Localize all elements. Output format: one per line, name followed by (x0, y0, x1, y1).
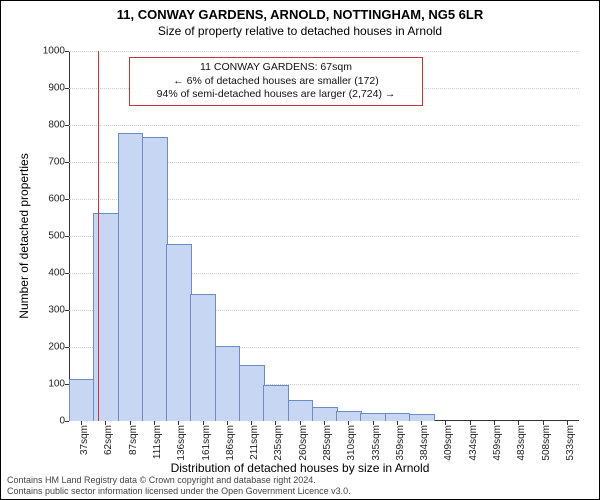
y-tick-mark (65, 421, 69, 422)
histogram-bar (215, 346, 241, 421)
x-tick-label: 533sqm (565, 425, 576, 461)
x-tick-label: 87sqm (128, 425, 139, 455)
x-tick-mark (81, 421, 82, 425)
annotation-box: 11 CONWAY GARDENS: 67sqm← 6% of detached… (129, 57, 423, 106)
histogram-bar (263, 385, 289, 421)
x-tick-mark (445, 421, 446, 425)
y-tick-mark (65, 273, 69, 274)
x-tick-label: 37sqm (79, 425, 90, 455)
x-tick-mark (543, 421, 544, 425)
x-tick-mark (518, 421, 519, 425)
title-line2: Size of property relative to detached ho… (1, 24, 599, 38)
annotation-line: 94% of semi-detached houses are larger (… (136, 88, 416, 102)
x-axis-label: Distribution of detached houses by size … (1, 461, 599, 475)
x-tick-label: 310sqm (346, 425, 357, 461)
histogram-bar (360, 413, 386, 421)
histogram-bar (312, 407, 338, 421)
x-tick-mark (470, 421, 471, 425)
y-axis-label: Number of detached properties (17, 153, 31, 318)
histogram-bar (142, 137, 168, 421)
property-marker-line (98, 51, 99, 421)
x-tick-mark (421, 421, 422, 425)
x-tick-label: 384sqm (419, 425, 430, 461)
x-tick-label: 409sqm (443, 425, 454, 461)
x-tick-mark (373, 421, 374, 425)
y-tick-label: 500 (48, 231, 65, 242)
histogram-bar (190, 294, 216, 421)
x-tick-label: 359sqm (395, 425, 406, 461)
x-tick-label: 235sqm (273, 425, 284, 461)
x-tick-label: 136sqm (176, 425, 187, 461)
y-tick-mark (65, 236, 69, 237)
y-tick-label: 700 (48, 157, 65, 168)
x-tick-label: 434sqm (468, 425, 479, 461)
histogram-bar (336, 411, 362, 421)
histogram-bar (239, 365, 265, 422)
y-tick-label: 800 (48, 120, 65, 131)
x-tick-mark (348, 421, 349, 425)
y-tick-mark (65, 347, 69, 348)
y-tick-mark (65, 310, 69, 311)
x-tick-label: 508sqm (541, 425, 552, 461)
histogram-bar (118, 133, 144, 421)
histogram-bar (166, 244, 192, 421)
footer-line1: Contains HM Land Registry data © Crown c… (7, 475, 351, 485)
x-tick-mark (397, 421, 398, 425)
x-tick-mark (105, 421, 106, 425)
histogram-bar (93, 213, 119, 421)
x-tick-mark (300, 421, 301, 425)
x-tick-mark (178, 421, 179, 425)
x-tick-mark (567, 421, 568, 425)
y-tick-label: 200 (48, 342, 65, 353)
x-tick-label: 285sqm (322, 425, 333, 461)
histogram-bar (385, 413, 411, 421)
x-tick-mark (324, 421, 325, 425)
x-tick-label: 161sqm (201, 425, 212, 461)
histogram-bar (69, 379, 95, 421)
y-tick-mark (65, 51, 69, 52)
x-tick-label: 62sqm (103, 425, 114, 455)
y-tick-label: 300 (48, 305, 65, 316)
x-tick-label: 483sqm (516, 425, 527, 461)
x-tick-label: 111sqm (152, 425, 163, 459)
grid-line (69, 51, 579, 52)
x-tick-mark (130, 421, 131, 425)
y-tick-label: 100 (48, 379, 65, 390)
title-block: 11, CONWAY GARDENS, ARNOLD, NOTTINGHAM, … (1, 7, 599, 38)
chart-container: 11, CONWAY GARDENS, ARNOLD, NOTTINGHAM, … (0, 0, 600, 500)
footer-line2: Contains public sector information licen… (7, 486, 351, 496)
x-tick-label: 260sqm (298, 425, 309, 461)
x-tick-mark (154, 421, 155, 425)
x-tick-label: 186sqm (225, 425, 236, 461)
y-tick-mark (65, 199, 69, 200)
histogram-bar (288, 400, 314, 421)
y-tick-mark (65, 88, 69, 89)
x-tick-label: 335sqm (371, 425, 382, 461)
x-tick-mark (275, 421, 276, 425)
y-tick-mark (65, 125, 69, 126)
x-tick-mark (227, 421, 228, 425)
x-tick-label: 459sqm (492, 425, 503, 461)
x-tick-label: 211sqm (249, 425, 260, 460)
annotation-line: 11 CONWAY GARDENS: 67sqm (136, 61, 416, 75)
y-tick-label: 900 (48, 83, 65, 94)
grid-line (69, 125, 579, 126)
annotation-line: ← 6% of detached houses are smaller (172… (136, 75, 416, 89)
x-tick-mark (494, 421, 495, 425)
x-tick-mark (251, 421, 252, 425)
plot-area: 0100200300400500600700800900100037sqm62s… (69, 51, 579, 421)
title-line1: 11, CONWAY GARDENS, ARNOLD, NOTTINGHAM, … (1, 7, 599, 22)
y-tick-mark (65, 162, 69, 163)
x-tick-mark (203, 421, 204, 425)
y-tick-label: 1000 (43, 46, 65, 57)
y-tick-label: 400 (48, 268, 65, 279)
footer-attribution: Contains HM Land Registry data © Crown c… (7, 475, 351, 496)
y-tick-label: 600 (48, 194, 65, 205)
